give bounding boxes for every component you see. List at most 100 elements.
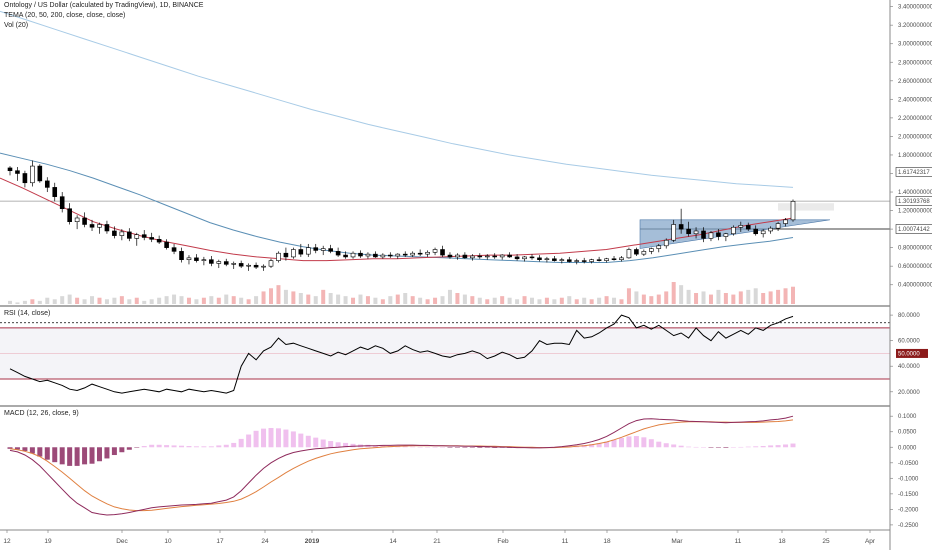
macd-histogram-bar xyxy=(611,439,617,448)
candle-body xyxy=(373,253,378,258)
candle-body xyxy=(738,225,744,228)
volume-bar xyxy=(768,291,773,304)
price-tick-label: 1.400000000 xyxy=(898,190,932,196)
volume-bar xyxy=(365,296,370,304)
macd-line xyxy=(9,415,794,516)
volume-bar xyxy=(470,296,475,304)
volume-bar xyxy=(313,296,318,304)
volume-bar xyxy=(776,289,781,304)
macd-histogram-bar xyxy=(67,447,73,466)
price-tick-label: 0.400000000 xyxy=(898,283,932,289)
volume-bar xyxy=(373,297,378,304)
candle-body xyxy=(514,256,520,260)
volume-bar xyxy=(209,296,214,304)
candle-body xyxy=(701,230,706,239)
macd-tick-label: -0.2000 xyxy=(898,507,919,513)
time-tick-label: Feb xyxy=(497,538,509,545)
volume-bar xyxy=(515,299,520,304)
volume-bar xyxy=(254,296,259,304)
macd-histogram-bar xyxy=(477,447,483,448)
volume-bar xyxy=(694,293,699,304)
volume-bar xyxy=(201,297,206,304)
volume-bar xyxy=(403,293,408,304)
volume-bar xyxy=(134,297,139,304)
macd-histogram-bar xyxy=(678,445,684,448)
candle-body xyxy=(634,249,639,255)
macd-histogram-bar xyxy=(74,447,80,466)
macd-histogram-bar xyxy=(648,439,654,448)
volume-bar xyxy=(455,293,460,304)
candle-body xyxy=(335,251,341,256)
price-tick-label: 1.800000000 xyxy=(898,153,932,159)
volume-bar xyxy=(485,299,490,304)
macd-tick-label: -0.1500 xyxy=(898,492,919,498)
volume-bar xyxy=(440,296,445,304)
candle-body xyxy=(67,208,72,222)
price-tick-label: 1.200000000 xyxy=(898,209,932,215)
rsi-line xyxy=(9,314,794,394)
candle-body xyxy=(410,252,415,256)
time-tick-label: 2019 xyxy=(305,538,320,545)
macd-histogram-bar xyxy=(111,447,117,456)
macd-histogram-bar xyxy=(715,447,721,448)
macd-histogram-bar xyxy=(596,443,602,448)
candle-body xyxy=(522,256,527,260)
candle-body xyxy=(671,224,676,241)
price-tick-label: 3.200000000 xyxy=(898,23,932,29)
volume-bar xyxy=(246,299,251,304)
price-marker-label: 1.00074142 xyxy=(898,227,930,233)
macd-histogram-bar xyxy=(447,447,453,448)
macd-histogram-bar xyxy=(469,447,475,448)
candle-body xyxy=(343,254,348,258)
macd-histogram-bar xyxy=(275,428,281,448)
volume-bar xyxy=(559,297,564,304)
volume-bar xyxy=(261,291,266,304)
candle-body xyxy=(186,257,192,261)
rsi-mid-marker xyxy=(896,348,928,358)
volume-bar xyxy=(97,297,102,304)
candle-body xyxy=(626,249,632,259)
candle-body xyxy=(790,201,796,221)
rsi-tick-label: 40.0000 xyxy=(898,364,920,370)
macd-histogram-bar xyxy=(208,446,214,448)
macd-histogram-bar xyxy=(499,447,505,448)
volume-bar xyxy=(530,297,534,304)
volume-bar xyxy=(164,296,169,304)
time-tick-label: 24 xyxy=(261,538,269,545)
volume-bar xyxy=(276,285,281,304)
volume-bar xyxy=(30,299,35,304)
candle-body xyxy=(731,226,736,235)
candle-body xyxy=(209,259,214,264)
volume-bar xyxy=(37,300,42,304)
volume-bar xyxy=(761,293,766,304)
macd-histogram-bar xyxy=(753,446,759,448)
volume-bar xyxy=(723,293,728,304)
macd-histogram-bar xyxy=(96,447,102,462)
candle-body xyxy=(716,232,721,237)
macd-histogram-bar xyxy=(290,431,296,448)
candle-body xyxy=(313,247,319,251)
volume-bar xyxy=(671,282,676,304)
candle-body xyxy=(783,219,788,224)
macd-histogram-bar xyxy=(149,444,155,448)
macd-histogram-bar xyxy=(328,441,334,448)
macd-histogram-bar xyxy=(410,446,416,448)
volume-bar xyxy=(127,299,132,304)
candle-body xyxy=(253,264,259,268)
macd-histogram-bar xyxy=(216,445,222,448)
macd-histogram-bar xyxy=(589,444,595,448)
candle-body xyxy=(768,227,773,232)
macd-histogram-bar xyxy=(335,442,341,448)
target-box xyxy=(778,203,834,211)
volume-bar xyxy=(142,300,147,304)
candle-body xyxy=(477,255,483,258)
macd-histogram-bar xyxy=(730,447,736,448)
time-tick-label: 10 xyxy=(164,538,172,545)
candle-body xyxy=(52,187,58,197)
time-tick-label: 12 xyxy=(3,538,11,545)
macd-histogram-bar xyxy=(425,446,431,448)
candle-body xyxy=(276,252,281,261)
price-tick-label: 2.200000000 xyxy=(898,116,932,122)
time-tick-label: 17 xyxy=(216,538,224,545)
